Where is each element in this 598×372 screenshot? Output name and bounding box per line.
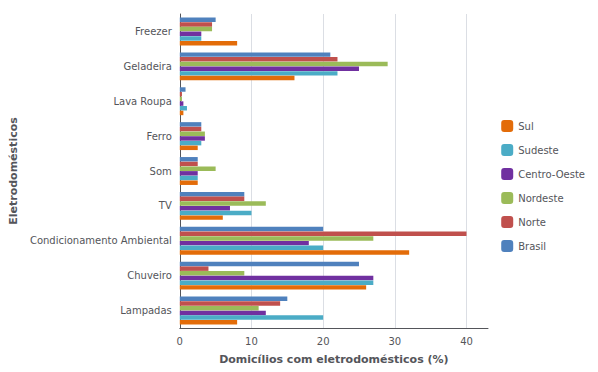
- svg-text:Condicionamento Ambiental: Condicionamento Ambiental: [30, 235, 172, 246]
- svg-text:20: 20: [317, 336, 330, 347]
- svg-text:10: 10: [245, 336, 258, 347]
- svg-text:Freezer: Freezer: [135, 26, 173, 37]
- svg-text:Som: Som: [150, 166, 172, 177]
- svg-text:Sudeste: Sudeste: [518, 145, 558, 156]
- svg-text:Brasil: Brasil: [518, 241, 546, 252]
- svg-text:Nordeste: Nordeste: [518, 193, 563, 204]
- svg-text:Norte: Norte: [518, 217, 546, 228]
- svg-text:Lampadas: Lampadas: [120, 305, 172, 316]
- svg-text:Lava Roupa: Lava Roupa: [113, 96, 171, 107]
- svg-text:Domicílios com eletrodoméstico: Domicílios com eletrodomésticos (%): [219, 353, 448, 366]
- svg-text:30: 30: [388, 336, 401, 347]
- svg-text:Geladeira: Geladeira: [123, 61, 171, 72]
- svg-text:Ferro: Ferro: [146, 131, 171, 142]
- svg-text:Chuveiro: Chuveiro: [127, 270, 172, 281]
- svg-text:Eletrodomésticos: Eletrodomésticos: [7, 117, 20, 225]
- svg-text:40: 40: [460, 336, 473, 347]
- svg-text:Sul: Sul: [518, 121, 533, 132]
- svg-text:TV: TV: [158, 200, 172, 211]
- svg-text:0: 0: [177, 336, 183, 347]
- svg-text:Centro-Oeste: Centro-Oeste: [518, 169, 585, 180]
